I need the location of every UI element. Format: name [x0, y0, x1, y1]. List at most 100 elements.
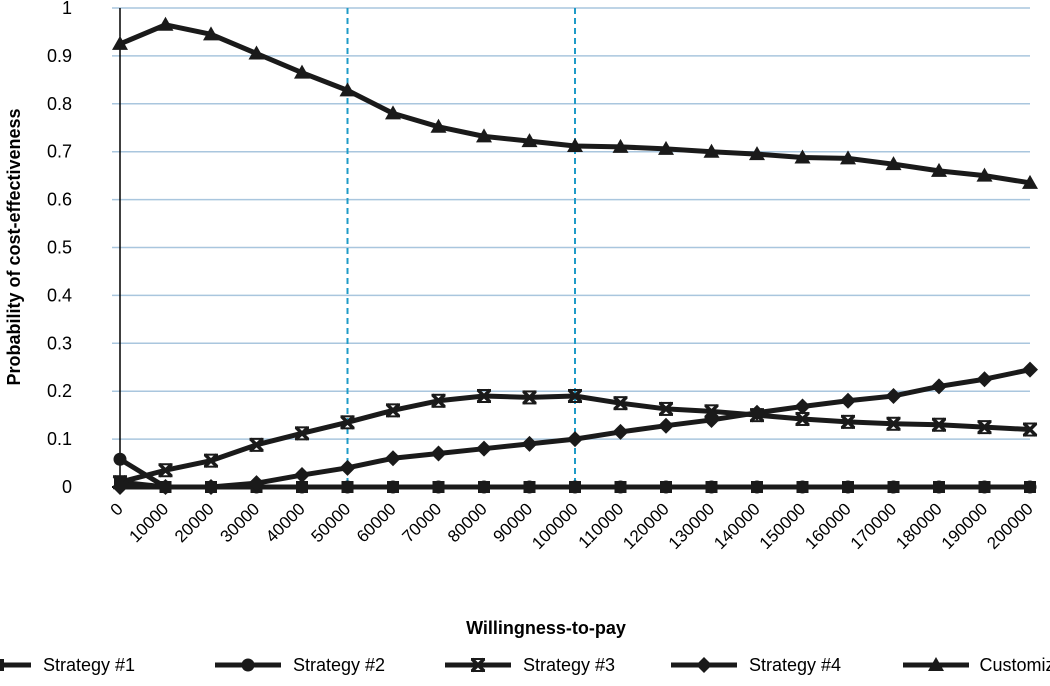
x-tick-label: 70000 — [398, 499, 445, 546]
point-strategy-2 — [1023, 480, 1037, 494]
point-strategy-4 — [385, 450, 401, 467]
y-axis-title: Probability of cost-effectiveness — [4, 108, 24, 385]
point-strategy-2 — [887, 480, 900, 494]
series-customized — [112, 16, 1038, 189]
x-tick-label: 130000 — [665, 499, 719, 553]
point-strategy-4 — [612, 423, 629, 440]
point-strategy-4 — [294, 467, 310, 484]
point-strategy-2 — [614, 480, 627, 494]
y-tick-label: 0.6 — [47, 190, 72, 210]
point-customized — [203, 26, 219, 41]
x-tick-label: 200000 — [983, 499, 1037, 553]
point-strategy-4 — [430, 445, 447, 462]
x-axis-title: Willingness-to-pay — [466, 618, 626, 638]
point-strategy-4 — [749, 404, 765, 421]
point-strategy-2 — [659, 480, 673, 494]
point-strategy-4 — [931, 378, 947, 395]
legend-item-strategy-2: Strategy #2 — [215, 655, 385, 675]
x-tick-label: 120000 — [619, 499, 673, 553]
y-tick-label: 1 — [62, 0, 72, 18]
y-tick-label: 0.8 — [47, 94, 72, 114]
y-tick-label: 0.3 — [47, 333, 72, 353]
point-strategy-3 — [840, 414, 856, 430]
y-tick-label: 0.5 — [47, 238, 72, 258]
point-strategy-2 — [386, 480, 400, 494]
point-strategy-3 — [249, 437, 264, 453]
point-strategy-2 — [796, 480, 809, 494]
x-tick-label: 10000 — [125, 499, 172, 546]
x-tick-label: 30000 — [216, 499, 263, 546]
point-strategy-2 — [523, 480, 536, 494]
point-customized — [385, 105, 401, 120]
point-customized — [1022, 174, 1038, 189]
point-strategy-4 — [248, 475, 265, 492]
x-tick-label: 140000 — [710, 499, 764, 553]
x-axis-ticks: 0100002000030000400005000060000700008000… — [107, 499, 1037, 553]
x-tick-label: 180000 — [892, 499, 946, 553]
point-strategy-4 — [840, 392, 856, 409]
legend-label: Strategy #4 — [749, 655, 841, 675]
point-strategy-3 — [294, 426, 310, 441]
x-tick-label: 60000 — [353, 499, 400, 546]
legend-item-strategy-4: Strategy #4 — [671, 655, 841, 675]
legend-label: Strategy #3 — [523, 655, 615, 675]
legend-item-strategy-1: Strategy #1 — [0, 655, 135, 675]
point-customized — [248, 45, 265, 60]
series-strategy-3 — [112, 388, 1038, 490]
point-strategy-2 — [477, 480, 491, 494]
y-tick-label: 0.7 — [47, 142, 72, 162]
legend-marker-strategy-1 — [0, 659, 4, 671]
point-strategy-4 — [203, 479, 219, 495]
y-tick-label: 0.1 — [47, 429, 72, 449]
point-customized — [794, 149, 811, 164]
point-strategy-2 — [113, 452, 127, 466]
y-tick-label: 0.4 — [47, 285, 72, 305]
point-strategy-3 — [977, 419, 992, 435]
point-strategy-4 — [521, 435, 538, 452]
point-strategy-4 — [339, 459, 356, 476]
x-tick-label: 160000 — [801, 499, 855, 553]
point-strategy-3 — [158, 462, 173, 478]
point-strategy-3 — [476, 388, 492, 404]
point-customized — [658, 140, 674, 155]
point-customized — [567, 137, 583, 152]
point-strategy-3 — [613, 395, 628, 411]
x-tick-label: 80000 — [444, 499, 491, 546]
x-tick-label: 100000 — [528, 499, 582, 553]
point-customized — [931, 162, 947, 177]
series-group — [112, 16, 1038, 495]
point-customized — [430, 118, 447, 133]
grid-lines — [112, 7, 1030, 488]
series-strategy-4 — [112, 361, 1038, 495]
x-tick-label: 150000 — [756, 499, 810, 553]
point-strategy-4 — [658, 417, 674, 434]
legend-label: Customized — [979, 655, 1050, 675]
point-customized — [840, 150, 856, 165]
point-strategy-2 — [841, 480, 855, 494]
x-tick-label: 190000 — [938, 499, 992, 553]
point-strategy-3 — [522, 390, 537, 405]
point-strategy-3 — [658, 401, 674, 417]
point-strategy-4 — [885, 387, 902, 404]
y-tick-label: 0.9 — [47, 46, 72, 66]
legend-item-customized: Customized — [903, 655, 1050, 675]
point-strategy-3 — [203, 453, 219, 468]
point-strategy-3 — [567, 388, 583, 404]
point-strategy-3 — [931, 417, 947, 432]
y-axis-ticks: 0 0.1 0.2 0.3 0.4 0.5 0.6 0.7 0.8 0.9 1 — [47, 0, 72, 497]
legend-label: Strategy #1 — [43, 655, 135, 675]
point-customized — [976, 167, 993, 182]
legend: Strategy #1 Strategy #2 Strategy #3 Strateg… — [0, 655, 1050, 675]
point-strategy-4 — [157, 479, 174, 495]
point-strategy-2 — [705, 480, 718, 494]
point-customized — [157, 16, 174, 31]
x-tick-label: 0 — [107, 499, 127, 519]
point-customized — [339, 82, 356, 97]
point-strategy-2 — [341, 480, 354, 494]
point-strategy-4 — [794, 398, 811, 415]
point-strategy-3 — [431, 393, 446, 409]
point-customized — [885, 156, 902, 171]
point-strategy-2 — [750, 480, 764, 494]
point-strategy-4 — [703, 411, 720, 428]
y-tick-label: 0.2 — [47, 381, 72, 401]
